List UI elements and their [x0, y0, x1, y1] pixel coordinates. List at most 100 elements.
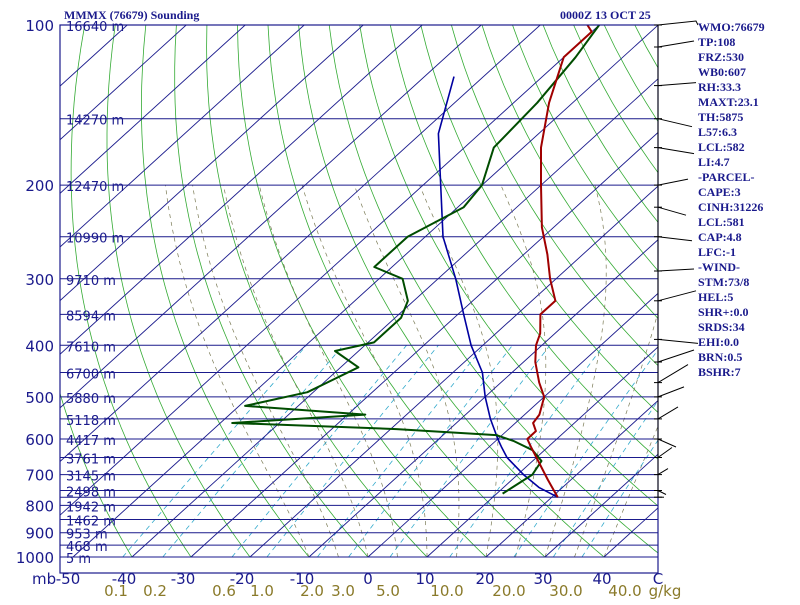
moist-adiabat-line: [224, 185, 369, 557]
index-entry: LI:4.7: [698, 155, 800, 170]
wind-barb: [658, 407, 678, 419]
mixing-ratio-tick-label: 1.0: [250, 582, 274, 600]
height-label: 5118 m: [66, 414, 116, 429]
pressure-tick-label: 300: [25, 271, 54, 289]
height-label: 14270 m: [66, 114, 124, 129]
pressure-tick-label: 100: [25, 17, 54, 35]
height-label: 8594 m: [66, 309, 116, 324]
temperature-trace: [527, 25, 591, 497]
wind-barb: [658, 439, 676, 447]
moist-adiabat-line: [575, 185, 683, 557]
wind-barb: [658, 448, 672, 458]
wind-barb: [658, 21, 698, 25]
isotherm-line: [0, 25, 422, 557]
index-entry: CINH:31226: [698, 200, 800, 215]
mixing-ratio-tick-label: 20.0: [492, 582, 525, 600]
pressure-tick-label: 400: [25, 337, 54, 355]
index-entry: CAP:4.8: [698, 230, 800, 245]
mixing-ratio-tick-label: 0.2: [143, 582, 167, 600]
pressure-tick-label: 500: [25, 389, 54, 407]
index-entry: SRDS:34: [698, 320, 800, 335]
mixing-ratio-unit-label: g/kg: [649, 582, 682, 600]
index-entry: BRN:0.5: [698, 350, 800, 365]
pressure-tick-label: 200: [25, 177, 54, 195]
mixing-ratio-tick-label: 3.0: [331, 582, 355, 600]
wind-barb: [658, 339, 698, 343]
isotherm-line: [73, 25, 658, 557]
height-label: 2498 m: [66, 486, 116, 501]
wind-barb: [658, 119, 692, 127]
wind-barb: [658, 469, 668, 475]
index-entry: -PARCEL-: [698, 170, 800, 185]
pressure-tick-label: 700: [25, 467, 54, 485]
height-label: 5 m: [66, 552, 91, 567]
dry-adiabat-line: [107, 25, 250, 557]
mixing-ratio-tick-label: 0.6: [212, 582, 236, 600]
wind-barb: [658, 207, 686, 215]
isotherm-line: [191, 25, 776, 557]
height-label: 4417 m: [66, 434, 116, 449]
index-entry: LCL:581: [698, 215, 800, 230]
index-entry: WB0:607: [698, 65, 800, 80]
wind-barb: [658, 41, 694, 47]
index-entry: -WIND-: [698, 260, 800, 275]
dry-adiabat-line: [175, 25, 368, 557]
moist-adiabat-line: [193, 185, 339, 557]
wind-barb: [658, 83, 696, 86]
pressure-tick-label: 600: [25, 431, 54, 449]
height-label: 6700 m: [66, 368, 116, 383]
isotherm-line: [0, 25, 363, 557]
pressure-tick-label: 900: [25, 525, 54, 543]
index-entry: LCL:582: [698, 140, 800, 155]
wind-barb: [658, 291, 696, 301]
index-entry: TH:5875: [698, 110, 800, 125]
wind-barb: [658, 269, 694, 271]
height-label: 1942 m: [66, 500, 116, 515]
height-label: 3145 m: [66, 470, 116, 485]
mixing-ratio-line: [349, 345, 513, 557]
height-label: 12470 m: [66, 180, 124, 195]
mixing-ratio-line: [317, 345, 484, 557]
mixing-ratio-tick-label: 30.0: [549, 582, 582, 600]
wind-barb: [658, 350, 694, 362]
mixing-ratio-line: [232, 345, 407, 557]
pressure-tick-label: 1000: [16, 549, 54, 567]
wind-barb: [658, 148, 694, 154]
mixing-ratio-line: [450, 345, 604, 557]
wind-barb: [658, 237, 692, 241]
height-label: 7610 m: [66, 340, 116, 355]
pressure-tick-label: 800: [25, 497, 54, 515]
index-entry: FRZ:530: [698, 50, 800, 65]
height-label: 10990 m: [66, 232, 124, 247]
index-entry: LFC:-1: [698, 245, 800, 260]
temperature-tick-label: -50: [56, 570, 81, 588]
moist-adiabat-line: [420, 185, 498, 557]
mixing-ratio-tick-label: 2.0: [300, 582, 324, 600]
mixing-ratio-tick-label: 40.0: [608, 582, 641, 600]
height-label: 5880 m: [66, 392, 116, 407]
wind-barb: [658, 491, 666, 495]
index-entry: CAPE:3: [698, 185, 800, 200]
height-label: 9710 m: [66, 274, 116, 289]
mixing-ratio-tick-label: 5.0: [376, 582, 400, 600]
pressure-axis-label: mb: [32, 570, 56, 588]
temperature-tick-label: -30: [171, 570, 196, 588]
moist-adiabat-line: [165, 185, 309, 557]
wind-barb: [658, 365, 688, 383]
index-entry: RH:33.3: [698, 80, 800, 95]
dry-adiabat-line: [360, 25, 722, 557]
index-entry: HEL:5: [698, 290, 800, 305]
index-entry: EHI:0.0: [698, 335, 800, 350]
index-entry: STM:73/8: [698, 275, 800, 290]
height-label: 3761 m: [66, 453, 116, 468]
index-entry: L57:6.3: [698, 125, 800, 140]
index-entry: BSHR:7: [698, 365, 800, 380]
isotherm-line: [132, 25, 717, 557]
index-entry: WMO:76679: [698, 20, 800, 35]
index-entry: MAXT:23.1: [698, 95, 800, 110]
dewpoint-trace: [232, 25, 599, 494]
temperature-tick-label: 0: [363, 570, 373, 588]
